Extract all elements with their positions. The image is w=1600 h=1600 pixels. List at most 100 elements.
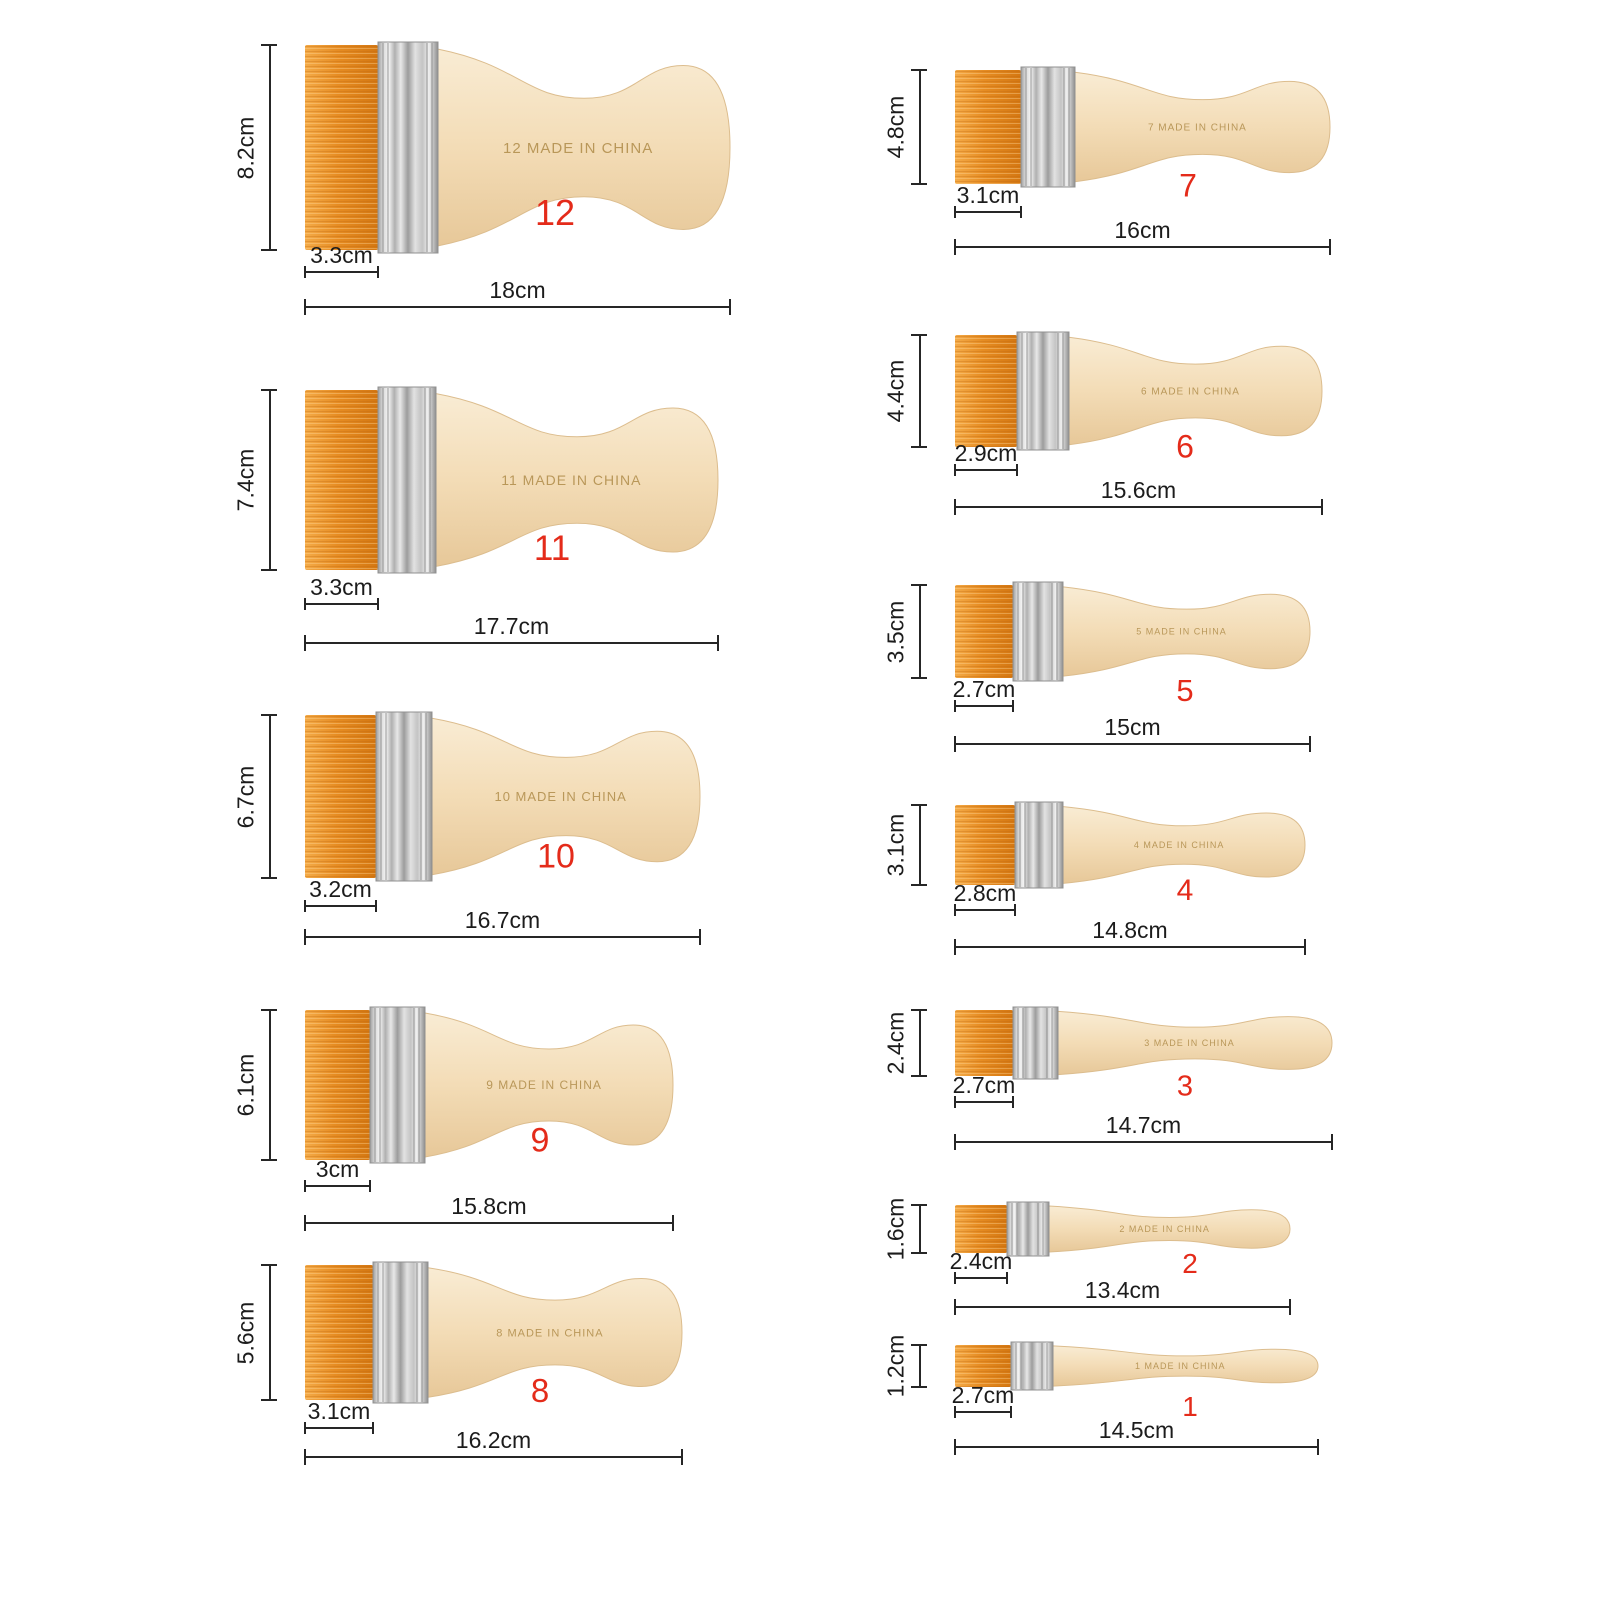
brush-handle-print: 2 MADE IN CHINA: [1119, 1224, 1210, 1234]
dim-tick: [304, 900, 306, 912]
brush-svg: 9 MADE IN CHINA: [305, 1006, 674, 1164]
length-dimension-label: 15.6cm: [1100, 477, 1177, 503]
brush-number-label: 12: [534, 192, 576, 233]
brush-ferrule: [372, 1261, 429, 1404]
dim-tick: [954, 939, 956, 955]
brush-handle-print: 3 MADE IN CHINA: [1144, 1038, 1235, 1048]
dim-tick: [911, 69, 927, 71]
dim-tick: [911, 446, 927, 448]
brush-bristles-texture: [955, 1345, 1011, 1387]
brush-bristles-texture: [955, 335, 1017, 447]
brush-svg: 3 MADE IN CHINA: [955, 1006, 1333, 1080]
length-dimension-line: [305, 1222, 673, 1224]
width-dimension-line: [955, 705, 1013, 707]
brush-figure-10: 10 MADE IN CHINA: [302, 710, 705, 885]
height-dimension-line: [919, 70, 921, 184]
dim-tick: [911, 1252, 927, 1254]
dim-tick: [717, 635, 719, 651]
brush-number-label: 10: [537, 837, 575, 876]
height-dimension-label: 5.6cm: [232, 1301, 259, 1364]
width-dimension-label: 2.4cm: [949, 1248, 1013, 1274]
length-dimension-label: 16.7cm: [464, 907, 541, 933]
dim-tick: [1304, 939, 1306, 955]
brush-number-label: 2: [1182, 1248, 1198, 1279]
height-dimension-line: [919, 1345, 921, 1387]
brush-handle: [1052, 1345, 1319, 1387]
brush-handle: [1068, 336, 1323, 446]
brush-number-label: 5: [1176, 673, 1194, 708]
ferrule-crimps: [1021, 333, 1064, 449]
dim-tick: [1321, 499, 1323, 515]
ferrule-crimps: [377, 1263, 423, 1402]
brush-ferrule: [1014, 801, 1064, 889]
length-dimension-label: 18cm: [489, 277, 546, 303]
length-dimension-label: 16cm: [1114, 217, 1171, 243]
ferrule-crimps: [382, 43, 433, 252]
height-dimension-line: [269, 390, 271, 570]
dim-tick: [1006, 1272, 1008, 1284]
brush-svg: 8 MADE IN CHINA: [305, 1261, 683, 1404]
dim-tick: [954, 239, 956, 255]
height-dimension-label: 4.8cm: [882, 95, 909, 159]
length-dimension-line: [305, 642, 718, 644]
brush-svg: 11 MADE IN CHINA: [305, 386, 719, 574]
dim-tick: [304, 598, 306, 610]
length-dimension-line: [955, 743, 1310, 745]
dim-tick: [369, 1180, 371, 1192]
length-dimension-label: 17.7cm: [473, 613, 550, 639]
dim-tick: [911, 1009, 927, 1011]
ferrule-crimps: [380, 713, 427, 880]
length-dimension-label: 14.7cm: [1105, 1112, 1182, 1138]
dim-tick: [1014, 904, 1016, 916]
brush-handle: [1062, 586, 1311, 677]
width-dimension-line: [955, 1277, 1007, 1279]
width-dimension-label: 3.2cm: [309, 876, 372, 902]
brush-svg: 1 MADE IN CHINA: [955, 1341, 1319, 1391]
brush-handle: [424, 1012, 674, 1158]
height-dimension-line: [919, 1010, 921, 1076]
length-dimension-line: [955, 246, 1330, 248]
dim-tick: [954, 736, 956, 752]
brush-figure-4: 4 MADE IN CHINA: [952, 800, 1310, 892]
brush-svg: 12 MADE IN CHINA: [305, 41, 731, 254]
width-dimension-line: [305, 905, 376, 907]
height-dimension-line: [919, 585, 921, 678]
width-dimension-line: [955, 1411, 1011, 1413]
brush-svg: 2 MADE IN CHINA: [955, 1201, 1291, 1257]
ferrule-crimps: [1017, 1008, 1053, 1078]
ferrule-crimps: [1011, 1203, 1044, 1255]
brush-bristles-texture: [955, 1010, 1013, 1076]
brush-handle: [1057, 1010, 1333, 1076]
height-dimension-line: [269, 1265, 271, 1400]
length-dimension-line: [955, 1141, 1332, 1143]
dim-tick: [954, 499, 956, 515]
height-dimension-label: 8.2cm: [232, 116, 259, 179]
brush-svg: 4 MADE IN CHINA: [955, 801, 1306, 889]
width-dimension-label: 3.3cm: [310, 574, 373, 600]
brush-handle: [431, 717, 701, 876]
brush-svg: 5 MADE IN CHINA: [955, 581, 1311, 682]
height-dimension-line: [919, 1205, 921, 1253]
ferrule-crimps: [1019, 803, 1058, 887]
brush-bristles-texture: [955, 805, 1015, 885]
width-dimension-line: [305, 603, 378, 605]
brush-handle: [435, 393, 719, 567]
height-dimension-line: [269, 45, 271, 250]
dim-tick: [954, 1272, 956, 1284]
brush-svg: 6 MADE IN CHINA: [955, 331, 1323, 451]
dim-tick: [261, 1159, 277, 1161]
length-dimension-line: [955, 1306, 1290, 1308]
width-dimension-label: 3.3cm: [310, 242, 373, 268]
dim-tick: [261, 44, 277, 46]
dim-tick: [304, 1449, 306, 1465]
width-dimension-line: [955, 211, 1021, 213]
brush-figure-9: 9 MADE IN CHINA: [302, 1005, 678, 1167]
height-dimension-line: [269, 715, 271, 878]
brush-ferrule: [369, 1006, 426, 1164]
height-dimension-label: 4.4cm: [882, 359, 909, 423]
dim-tick: [1012, 1096, 1014, 1108]
dim-tick: [304, 1215, 306, 1231]
brush-number-label: 3: [1176, 1070, 1194, 1103]
ferrule-crimps: [374, 1008, 420, 1162]
width-dimension-line: [305, 1427, 373, 1429]
